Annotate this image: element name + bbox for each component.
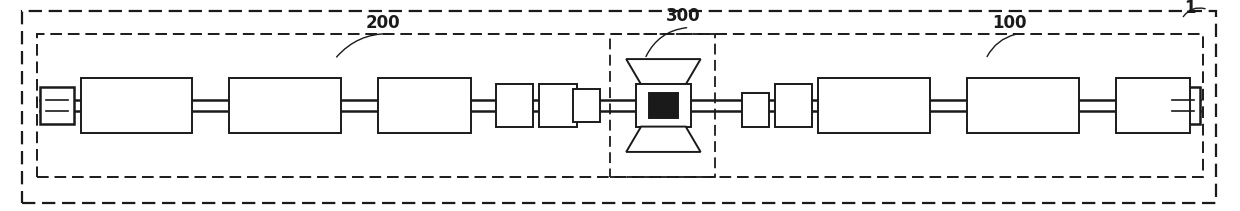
Text: 1: 1 [1184,0,1195,17]
Bar [496,84,533,127]
Text: 300: 300 [666,7,701,25]
Bar [742,93,769,127]
Bar [818,78,930,133]
Polygon shape [626,59,701,84]
Bar [81,78,192,133]
Bar [610,34,715,177]
Bar [40,87,74,124]
Bar [539,84,577,127]
Bar [1166,87,1200,124]
Polygon shape [626,127,701,152]
Bar [636,84,691,127]
Bar [229,78,341,133]
Bar [37,34,1203,177]
Bar [775,84,812,127]
Text: 100: 100 [992,14,1027,32]
Bar [573,89,600,122]
Bar [1116,78,1190,133]
Bar [967,78,1079,133]
Text: 200: 200 [366,14,401,32]
Bar [649,93,678,118]
Bar [378,78,471,133]
